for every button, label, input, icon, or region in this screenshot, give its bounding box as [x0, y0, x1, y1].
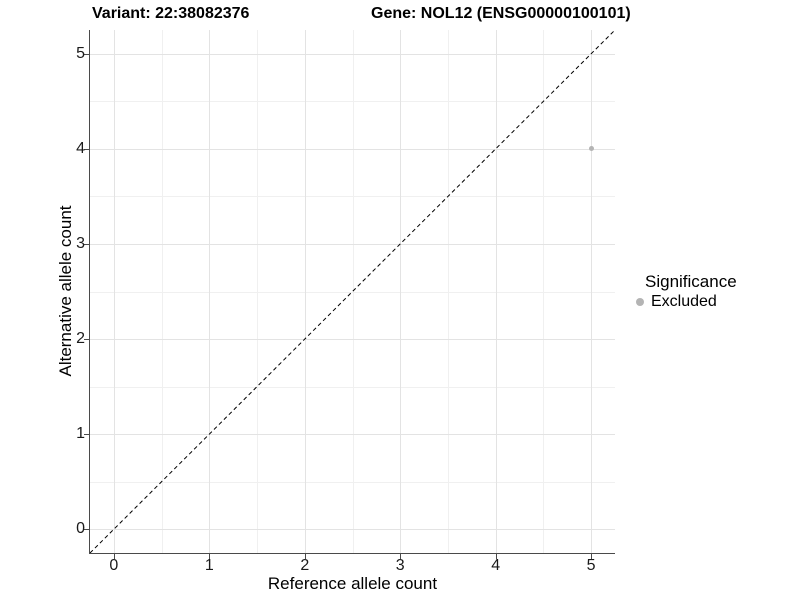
y-tick-label: 5	[76, 44, 85, 62]
y-tick-mark	[84, 243, 89, 245]
x-tick-label: 5	[586, 557, 596, 574]
x-tick-mark	[304, 554, 306, 559]
gridline-y-major	[90, 148, 615, 150]
legend-entry-excluded: Excluded	[636, 292, 737, 312]
gridline-x-major	[304, 30, 306, 553]
gridline-y-major	[90, 53, 615, 55]
x-tick-label: 0	[109, 557, 119, 574]
legend-title: Significance	[645, 272, 737, 291]
gene-title: Gene: NOL12 (ENSG00000100101)	[371, 5, 631, 22]
identity-line	[90, 30, 615, 553]
gridline-y-minor	[90, 100, 615, 102]
x-tick-label: 4	[491, 557, 501, 574]
legend-point-icon	[636, 298, 644, 306]
y-tick-mark	[84, 53, 89, 55]
gridline-y-major	[90, 433, 615, 435]
x-tick-label: 3	[395, 557, 405, 574]
x-tick-label: 1	[204, 557, 214, 574]
y-tick-label: 0	[76, 520, 85, 538]
y-tick-label: 1	[76, 425, 85, 443]
x-tick-mark	[113, 554, 115, 559]
legend-entry-label: Excluded	[651, 293, 717, 310]
gridline-x-major	[113, 30, 115, 553]
gridline-y-major	[90, 528, 615, 530]
x-axis-title: Reference allele count	[267, 574, 438, 593]
plot-panel	[90, 30, 615, 553]
x-tick-mark	[399, 554, 401, 559]
gridline-y-minor	[90, 291, 615, 293]
y-tick-mark	[84, 433, 89, 435]
gridline-y-major	[90, 243, 615, 245]
x-axis-line	[89, 553, 615, 554]
y-tick-label: 4	[76, 139, 85, 157]
variant-title: Variant: 22:38082376	[92, 5, 250, 22]
data-point	[588, 146, 594, 152]
x-tick-mark	[495, 554, 497, 559]
y-tick-mark	[84, 528, 89, 530]
y-tick-label: 2	[76, 330, 85, 348]
y-axis-title: Alternative allele count	[56, 205, 75, 377]
gridline-y-minor	[90, 481, 615, 483]
gridline-y-minor	[90, 195, 615, 197]
x-tick-mark	[208, 554, 210, 559]
gridline-x-major	[590, 30, 592, 553]
gridline-y-major	[90, 338, 615, 340]
y-tick-mark	[84, 338, 89, 340]
x-tick-mark	[590, 554, 592, 559]
x-tick-label: 2	[300, 557, 310, 574]
y-axis-line	[89, 30, 90, 554]
gridline-x-major	[495, 30, 497, 553]
y-tick-label: 3	[76, 234, 85, 252]
y-tick-mark	[84, 148, 89, 150]
gridline-x-major	[208, 30, 210, 553]
legend: Significance Excluded	[636, 272, 737, 312]
gridline-y-minor	[90, 386, 615, 388]
gridline-x-major	[399, 30, 401, 553]
